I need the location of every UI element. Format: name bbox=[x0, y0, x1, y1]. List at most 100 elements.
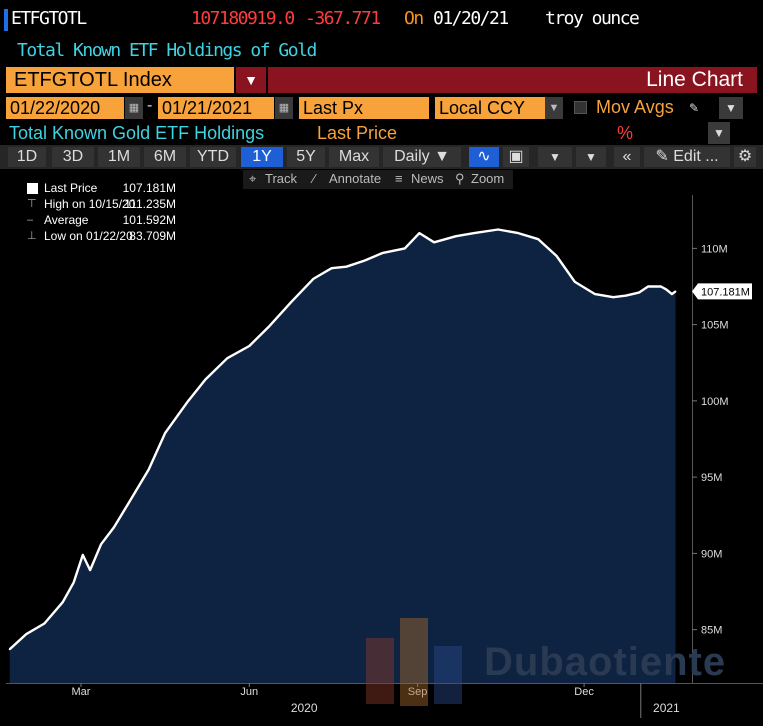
x-tick-label: Dec bbox=[574, 686, 594, 698]
data-point bbox=[290, 300, 293, 303]
calendar-icon[interactable]: ▦ bbox=[125, 97, 143, 119]
data-point bbox=[660, 285, 662, 288]
data-point bbox=[312, 277, 315, 280]
zoom-button[interactable]: Zoom bbox=[471, 171, 505, 186]
data-point bbox=[638, 291, 640, 294]
data-point bbox=[517, 232, 520, 235]
chevron-down-icon[interactable]: ▼ bbox=[538, 147, 572, 167]
data-point bbox=[89, 569, 92, 572]
y-tick-label: 90M bbox=[701, 548, 722, 560]
track-icon: ⌖ bbox=[249, 171, 257, 186]
calendar-icon[interactable]: ▦ bbox=[275, 97, 293, 119]
chart-type-title[interactable]: Line Chart bbox=[268, 67, 757, 93]
chevron-down-icon[interactable]: ▼ bbox=[708, 122, 730, 144]
edit-label: Edit ... bbox=[673, 148, 719, 165]
caret-down-icon: ▼ bbox=[434, 148, 450, 165]
data-point bbox=[555, 255, 558, 257]
period-1d[interactable]: 1D bbox=[8, 147, 46, 167]
track-button[interactable]: Track bbox=[265, 171, 298, 186]
ticker-symbol[interactable]: ETFGTOTL bbox=[11, 8, 87, 29]
chart-tools-bar: ⌖ Track ∕ Annotate ≡ News ⚲ Zoom bbox=[243, 170, 513, 189]
annotate-button[interactable]: Annotate bbox=[329, 171, 382, 186]
index-field[interactable]: ETFGTOTL Index bbox=[6, 67, 234, 93]
watermark-logo bbox=[366, 618, 462, 706]
field-select[interactable]: Last Px bbox=[299, 97, 429, 119]
period-1y[interactable]: 1Y bbox=[241, 147, 283, 167]
data-point bbox=[612, 296, 615, 299]
data-point bbox=[61, 601, 64, 604]
legend-value: 83.709M bbox=[129, 229, 176, 243]
x-tick-label: Mar bbox=[72, 686, 91, 698]
y-tick-label: 85M bbox=[701, 625, 722, 637]
data-point bbox=[345, 265, 348, 268]
field-label: Last Price bbox=[317, 123, 398, 143]
legend-average: – Average 101.592M bbox=[11, 213, 186, 229]
x-tick-label: Jun bbox=[240, 686, 258, 698]
data-point bbox=[497, 228, 499, 231]
data-point bbox=[418, 232, 421, 235]
series-subheader: Total Known Gold ETF Holdings Last Price… bbox=[0, 121, 763, 145]
high-marker-icon: ⊤ bbox=[27, 198, 37, 210]
end-date-field[interactable]: 01/21/2021 bbox=[158, 97, 274, 119]
collapse-arrows-icon[interactable]: « bbox=[614, 147, 640, 167]
currency-select[interactable]: Local CCY bbox=[435, 97, 545, 119]
mov-avgs-label: Mov Avgs bbox=[596, 97, 674, 117]
period-6m[interactable]: 6M bbox=[144, 147, 186, 167]
security-description: Total Known ETF Holdings of Gold bbox=[17, 40, 317, 61]
data-point bbox=[147, 468, 150, 471]
data-point bbox=[43, 622, 46, 625]
period-5y[interactable]: 5Y bbox=[287, 147, 325, 167]
data-point bbox=[330, 267, 333, 270]
mov-avgs-checkbox[interactable] bbox=[574, 101, 587, 114]
chart-legend: Last Price 107.181M ⊤ High on 10/15/20 1… bbox=[11, 180, 186, 246]
data-point bbox=[186, 401, 189, 404]
legend-value: 101.592M bbox=[122, 213, 176, 227]
data-point bbox=[473, 232, 476, 235]
pencil-icon: ✎ bbox=[655, 148, 669, 165]
quote-date: 01/20/21 bbox=[433, 8, 509, 29]
data-point bbox=[381, 252, 384, 254]
legend-swatch bbox=[27, 183, 38, 194]
zoom-icon: ⚲ bbox=[455, 171, 465, 186]
data-point bbox=[647, 285, 649, 288]
percent-toggle[interactable]: % bbox=[617, 123, 634, 143]
year-label: 2021 bbox=[653, 701, 680, 715]
data-point bbox=[127, 502, 130, 504]
period-max[interactable]: Max bbox=[329, 147, 379, 167]
index-dropdown-button[interactable]: ▼ bbox=[236, 67, 266, 93]
last-value: 107180919.0 bbox=[191, 8, 295, 29]
legend-label: Average bbox=[42, 213, 91, 228]
legend-label: High on 10/15/20 bbox=[42, 197, 138, 212]
y-tick-label: 105M bbox=[701, 320, 729, 332]
data-point bbox=[164, 432, 167, 434]
annotate-icon: ∕ bbox=[313, 171, 316, 186]
start-date-field[interactable]: 01/22/2020 bbox=[6, 97, 124, 119]
last-price-tag bbox=[692, 283, 752, 300]
legend-label: Last Price bbox=[42, 181, 100, 196]
legend-last: Last Price 107.181M bbox=[11, 181, 186, 197]
chevron-down-icon[interactable]: ▼ bbox=[576, 147, 606, 167]
period-3d[interactable]: 3D bbox=[52, 147, 94, 167]
chevron-down-icon[interactable]: ▼ bbox=[545, 97, 563, 119]
data-point bbox=[433, 241, 435, 244]
on-label: On bbox=[404, 8, 424, 29]
data-point bbox=[226, 357, 229, 360]
pencil-icon[interactable]: ✎ bbox=[688, 101, 700, 115]
data-point bbox=[625, 294, 628, 297]
chevron-down-icon: ▼ bbox=[244, 72, 258, 88]
line-chart-icon[interactable]: ∿ bbox=[469, 147, 499, 167]
period-1m[interactable]: 1M bbox=[98, 147, 140, 167]
news-button[interactable]: News bbox=[411, 171, 444, 186]
period-toolbar: 1D 3D 1M 6M YTD 1Y 5Y Max Daily ▼ ∿ ▣ ▼ … bbox=[0, 145, 763, 169]
frequency-select[interactable]: Daily ▼ bbox=[383, 147, 461, 167]
edit-button[interactable]: ✎ Edit ... bbox=[644, 147, 730, 167]
chevron-down-icon[interactable]: ▼ bbox=[719, 97, 743, 119]
gear-icon[interactable]: ⚙ bbox=[734, 147, 756, 167]
candlestick-icon[interactable]: ▣ bbox=[503, 147, 529, 167]
security-bar: ETFGTOTL Index ▼ Line Chart bbox=[0, 66, 763, 94]
period-ytd[interactable]: YTD bbox=[190, 147, 236, 167]
data-point bbox=[72, 581, 75, 584]
y-tick-label: 95M bbox=[701, 472, 722, 484]
data-point bbox=[670, 293, 673, 296]
